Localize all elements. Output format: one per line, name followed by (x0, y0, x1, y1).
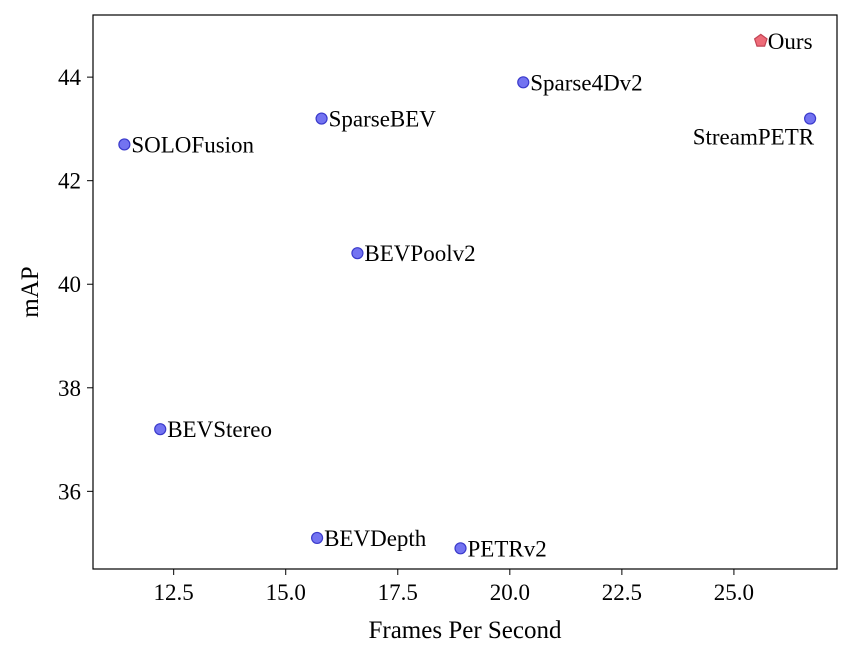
x-tick-label: 12.5 (154, 580, 194, 605)
point-petrv2 (454, 542, 467, 555)
plot-frame (92, 14, 838, 570)
label-bevstereo: BEVStereo (167, 417, 272, 442)
label-bevpoolv2: BEVPoolv2 (364, 241, 475, 266)
point-bevdepth (310, 531, 324, 545)
point-bevpoolv2 (351, 247, 364, 260)
point-sparse4dv2 (517, 76, 530, 89)
x-tick-label: 25.0 (714, 580, 754, 605)
label-streampetr: StreamPETR (693, 125, 815, 150)
y-axis-label: mAP (17, 266, 44, 317)
axis-ticks: 12.5 15.0 17.5 20.0 22.5 25.0 36 38 40 42 44 (58, 65, 754, 605)
label-bevdepth: BEVDepth (324, 526, 427, 551)
label-solofusion: SOLOFusion (131, 132, 254, 157)
label-sparsebev: SparseBEV (329, 107, 437, 132)
y-tick-label: 36 (58, 479, 81, 504)
label-ours: Ours (768, 29, 813, 54)
x-axis-label: Frames Per Second (368, 617, 562, 644)
point-sparsebev (315, 112, 328, 125)
point-solofusion (118, 138, 131, 151)
x-tick-label: 17.5 (378, 580, 418, 605)
label-sparse4dv2: Sparse4Dv2 (530, 70, 642, 95)
data-points (118, 33, 817, 555)
y-tick-label: 40 (58, 272, 81, 297)
data-labels: SOLOFusion SparseBEV Sparse4Dv2 StreamPETR B… (131, 29, 814, 561)
point-streampetr (804, 112, 817, 125)
point-ours (753, 33, 768, 47)
x-tick-label: 22.5 (602, 580, 642, 605)
label-petrv2: PETRv2 (468, 536, 547, 561)
y-tick-label: 42 (58, 169, 81, 194)
point-bevstereo (154, 423, 167, 436)
x-tick-label: 20.0 (490, 580, 530, 605)
x-tick-label: 15.0 (266, 580, 306, 605)
y-tick-label: 44 (58, 65, 82, 90)
y-tick-label: 38 (58, 376, 81, 401)
